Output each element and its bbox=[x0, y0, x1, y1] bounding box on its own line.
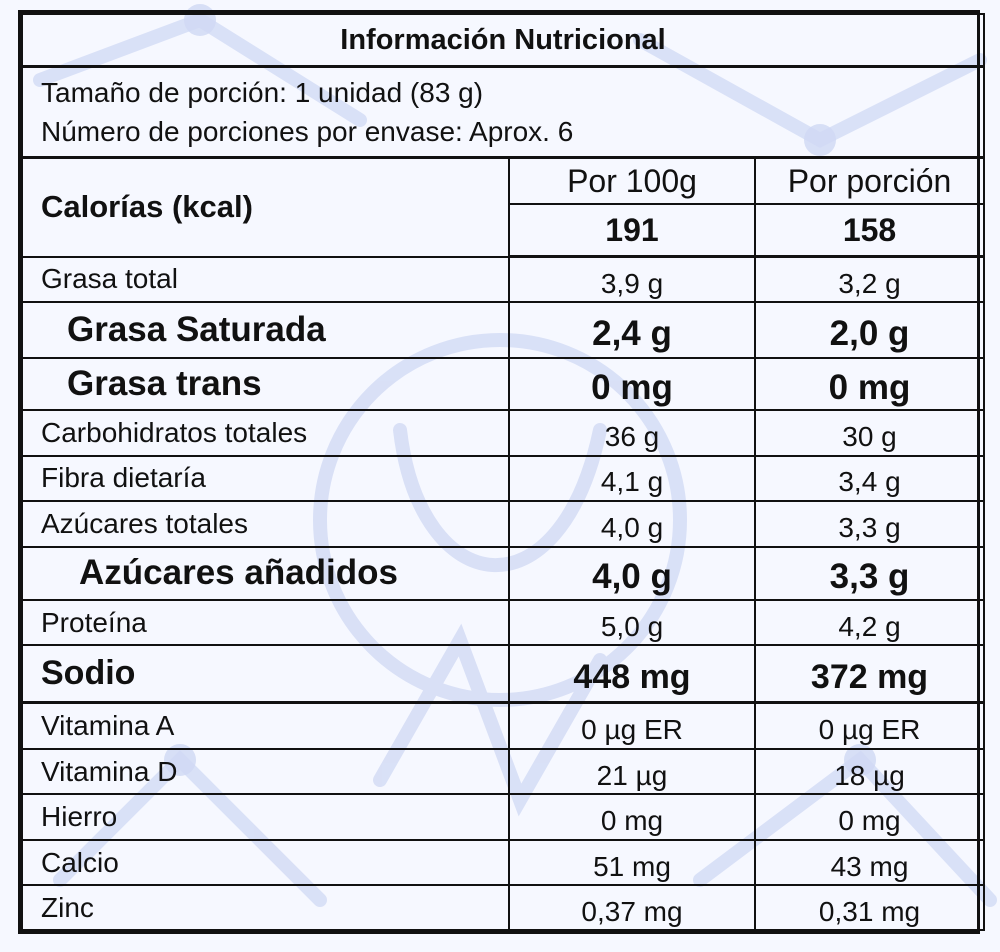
nutrient-name: Proteína bbox=[21, 599, 510, 646]
nutrient-name: Grasa trans bbox=[21, 356, 510, 412]
col-header-perserving: Por porción bbox=[753, 156, 986, 206]
nutrient-perserving: 0,31 mg bbox=[753, 884, 986, 931]
nutrient-per100: 4,1 g bbox=[508, 454, 756, 503]
nutrient-per100: 36 g bbox=[508, 409, 756, 457]
nutrient-row: Grasa total 3,9 g 3,2 g bbox=[21, 255, 986, 304]
serving-size: Tamaño de porción: 1 unidad (83 g) bbox=[41, 77, 484, 109]
nutrient-row: Carbohidratos totales 36 g 30 g bbox=[21, 409, 986, 457]
nutrient-name: Grasa Saturada bbox=[21, 301, 510, 359]
servings-per-container: Número de porciones por envase: Aprox. 6 bbox=[41, 116, 574, 148]
nutrient-perserving: 2,0 g bbox=[753, 301, 986, 359]
nutrient-perserving: 0 mg bbox=[753, 793, 986, 841]
nutrient-per100: 0 µg ER bbox=[508, 701, 756, 750]
nutrition-table: Información Nutricional Tamaño de porció… bbox=[20, 13, 986, 931]
nutrient-perserving: 3,4 g bbox=[753, 454, 986, 503]
serving-info-row: Tamaño de porción: 1 unidad (83 g) Númer… bbox=[20, 65, 986, 160]
nutrient-per100: 448 mg bbox=[508, 643, 756, 704]
nutrient-per100: 0 mg bbox=[508, 356, 756, 412]
nutrition-facts-label: Información Nutricional Tamaño de porció… bbox=[18, 10, 986, 934]
col-header-per100: Por 100g bbox=[508, 156, 756, 206]
nutrient-row: Proteína 5,0 g 4,2 g bbox=[21, 599, 986, 646]
nutrient-per100: 0,37 mg bbox=[508, 884, 756, 931]
nutrient-perserving: 18 µg bbox=[753, 747, 986, 796]
nutrient-row: Calcio 51 mg 43 mg bbox=[21, 838, 986, 887]
nutrient-row: Fibra dietaría 4,1 g 3,4 g bbox=[21, 454, 986, 503]
calories-per100: 191 bbox=[508, 203, 756, 259]
nutrient-row: Azúcares añadidos 4,0 g 3,3 g bbox=[21, 545, 986, 602]
nutrient-perserving: 43 mg bbox=[753, 838, 986, 887]
nutrient-perserving: 3,3 g bbox=[753, 545, 986, 602]
nutrient-per100: 5,0 g bbox=[508, 599, 756, 646]
calories-perserving: 158 bbox=[753, 203, 986, 259]
nutrient-row: Vitamina A 0 µg ER 0 µg ER bbox=[21, 701, 986, 750]
nutrient-name: Azúcares añadidos bbox=[21, 545, 510, 602]
nutrient-name: Calcio bbox=[21, 838, 510, 887]
nutrient-per100: 51 mg bbox=[508, 838, 756, 887]
nutrient-per100: 3,9 g bbox=[508, 255, 756, 304]
nutrient-row: Grasa Saturada 2,4 g 2,0 g bbox=[21, 301, 986, 359]
nutrient-perserving: 30 g bbox=[753, 409, 986, 457]
nutrient-row: Grasa trans 0 mg 0 mg bbox=[21, 356, 986, 412]
nutrient-perserving: 0 µg ER bbox=[753, 701, 986, 750]
nutrient-name: Vitamina D bbox=[21, 747, 510, 796]
nutrient-row: Hierro 0 mg 0 mg bbox=[21, 793, 986, 841]
nutrient-row: Sodio 448 mg 372 mg bbox=[21, 643, 986, 704]
nutrient-row: Vitamina D 21 µg 18 µg bbox=[21, 747, 986, 796]
nutrient-name: Fibra dietaría bbox=[21, 454, 510, 503]
nutrient-name: Sodio bbox=[21, 643, 510, 704]
nutrient-perserving: 3,3 g bbox=[753, 500, 986, 548]
nutrient-row: Zinc 0,37 mg 0,31 mg bbox=[21, 884, 986, 931]
nutrient-perserving: 4,2 g bbox=[753, 599, 986, 646]
nutrient-per100: 2,4 g bbox=[508, 301, 756, 359]
label-title: Información Nutricional bbox=[20, 13, 986, 69]
nutrient-name: Hierro bbox=[21, 793, 510, 841]
calories-row: 191 158 bbox=[22, 203, 986, 259]
nutrient-per100: 4,0 g bbox=[508, 545, 756, 602]
title-row: Información Nutricional bbox=[20, 13, 986, 69]
column-header-row: Calorías (kcal) Por 100g Por porción bbox=[21, 156, 986, 258]
nutrient-name: Azúcares totales bbox=[21, 500, 510, 548]
nutrient-name: Zinc bbox=[21, 884, 510, 931]
nutrient-perserving: 3,2 g bbox=[753, 255, 986, 304]
calories-label: Calorías (kcal) bbox=[21, 156, 510, 258]
nutrient-row: Azúcares totales 4,0 g 3,3 g bbox=[21, 500, 986, 548]
nutrient-per100: 0 mg bbox=[508, 793, 756, 841]
nutrient-per100: 4,0 g bbox=[508, 500, 756, 548]
nutrient-per100: 21 µg bbox=[508, 747, 756, 796]
nutrient-name: Grasa total bbox=[21, 255, 510, 304]
nutrient-perserving: 0 mg bbox=[753, 356, 986, 412]
nutrient-perserving: 372 mg bbox=[753, 643, 986, 704]
nutrient-name: Carbohidratos totales bbox=[21, 409, 510, 457]
nutrient-name: Vitamina A bbox=[21, 701, 510, 750]
serving-info: Tamaño de porción: 1 unidad (83 g) Númer… bbox=[20, 65, 986, 160]
